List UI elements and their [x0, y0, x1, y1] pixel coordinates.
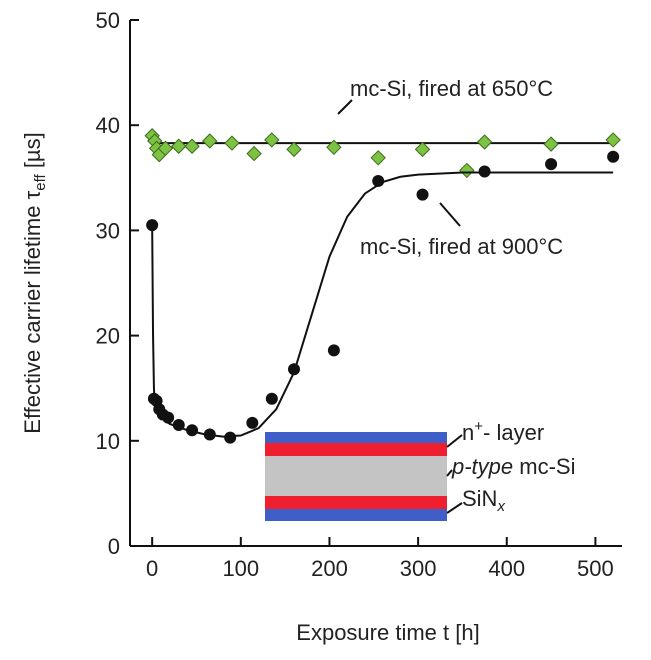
inset-label-italic: p-type — [451, 454, 513, 479]
y-tick-label: 50 — [96, 8, 120, 33]
point — [370, 150, 386, 166]
point — [478, 165, 491, 178]
annotation: mc-Si, fired at 900°C — [360, 234, 563, 259]
point — [171, 138, 187, 154]
point — [202, 133, 218, 149]
point — [543, 136, 559, 152]
inset-label-text: SiN — [462, 486, 497, 511]
point — [545, 158, 558, 171]
point — [264, 132, 280, 148]
inset-leader — [446, 434, 463, 448]
point — [288, 363, 300, 376]
point — [203, 428, 216, 441]
point — [327, 344, 340, 357]
x-tick-label: 0 — [146, 556, 158, 581]
y-label-sub: eff — [32, 173, 49, 190]
point — [186, 424, 199, 437]
point — [265, 392, 278, 405]
y-tick-label: 10 — [96, 429, 120, 454]
point — [372, 174, 385, 187]
point — [224, 135, 240, 151]
inset-label: SiNx — [462, 486, 505, 515]
x-tick-label: 400 — [488, 556, 525, 581]
point — [605, 132, 621, 148]
x-tick-label: 100 — [222, 556, 259, 581]
point — [162, 411, 175, 424]
x-tick-label: 300 — [400, 556, 437, 581]
annotation: mc-Si, fired at 650°C — [350, 76, 553, 101]
inset-leader — [446, 469, 453, 477]
inset-label: p-type mc-Si — [451, 454, 575, 479]
inset-label-suffix: - layer — [483, 420, 544, 445]
point — [286, 141, 302, 158]
point — [246, 145, 262, 162]
point — [326, 139, 342, 155]
y-tick-label: 40 — [96, 113, 120, 138]
point — [607, 150, 620, 163]
point — [157, 140, 174, 157]
inset-leader — [446, 502, 463, 514]
point — [416, 188, 429, 201]
point — [459, 162, 475, 179]
inset-layer — [265, 496, 447, 509]
y-label-suffix: [µs] — [20, 132, 45, 174]
point — [224, 431, 237, 444]
x-tick-label: 500 — [577, 556, 614, 581]
point — [414, 141, 431, 158]
inset-layer — [265, 509, 447, 521]
inset-label: n+- layer — [462, 418, 544, 445]
point — [172, 419, 185, 432]
annotation-leader — [337, 99, 353, 115]
y-axis-label: Effective carrier lifetime τeff [µs] — [20, 132, 49, 433]
inset-layer — [265, 432, 447, 443]
point — [246, 416, 259, 429]
inset-label-suffix: mc-Si — [513, 454, 575, 479]
point — [476, 134, 493, 150]
y-label-text: Effective carrier lifetime τ — [20, 190, 45, 433]
y-tick-label: 20 — [96, 324, 120, 349]
fit-line — [151, 171, 614, 438]
y-tick-label: 30 — [96, 218, 120, 243]
inset-layer — [265, 443, 447, 456]
x-axis-label: Exposure time t [h] — [296, 620, 479, 645]
point — [184, 138, 200, 154]
point — [146, 219, 159, 232]
y-tick-label: 0 — [108, 534, 120, 559]
inset-label-sup: + — [474, 418, 483, 435]
x-tick-label: 200 — [311, 556, 348, 581]
inset-label-sub: x — [496, 498, 505, 515]
inset-layer — [265, 456, 447, 496]
inset: n+- layer p-type mc-Si SiNx — [265, 418, 575, 521]
inset-label-text: n — [462, 420, 474, 445]
annotation-leader — [439, 202, 461, 227]
